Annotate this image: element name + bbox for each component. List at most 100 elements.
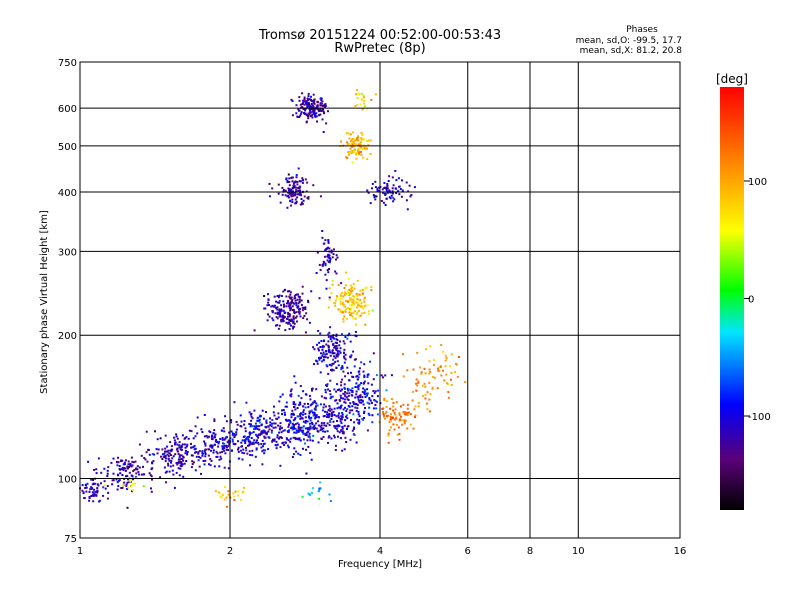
data-point bbox=[121, 486, 124, 489]
data-point bbox=[293, 184, 296, 187]
data-point bbox=[405, 413, 408, 416]
data-point bbox=[433, 376, 436, 379]
data-point bbox=[296, 306, 299, 309]
data-point bbox=[177, 462, 179, 465]
data-point bbox=[319, 481, 322, 484]
data-point bbox=[354, 139, 356, 142]
data-point bbox=[300, 299, 303, 302]
data-point bbox=[272, 411, 275, 414]
data-point bbox=[230, 419, 233, 422]
data-point bbox=[273, 414, 276, 417]
data-point bbox=[116, 473, 119, 476]
data-point bbox=[305, 472, 308, 475]
data-point bbox=[203, 435, 206, 438]
data-point bbox=[411, 399, 414, 402]
data-point bbox=[289, 291, 292, 294]
data-point bbox=[363, 105, 366, 108]
data-point bbox=[303, 103, 306, 106]
data-point bbox=[404, 419, 407, 422]
data-point bbox=[234, 490, 237, 493]
data-point bbox=[293, 308, 295, 311]
data-point bbox=[302, 413, 304, 416]
data-point bbox=[208, 430, 211, 433]
data-point bbox=[369, 360, 372, 363]
data-point bbox=[126, 506, 129, 509]
data-point bbox=[336, 256, 339, 259]
data-point bbox=[223, 442, 226, 445]
data-point bbox=[328, 424, 331, 427]
grid bbox=[80, 62, 680, 538]
y-tick-label: 200 bbox=[58, 331, 77, 342]
data-point bbox=[387, 180, 390, 182]
data-point bbox=[335, 333, 338, 336]
data-point bbox=[223, 438, 226, 441]
data-point bbox=[104, 487, 107, 490]
data-point bbox=[385, 406, 388, 408]
data-point bbox=[322, 406, 325, 409]
data-point bbox=[354, 403, 357, 406]
data-point bbox=[424, 372, 427, 375]
data-point bbox=[318, 297, 321, 300]
data-point bbox=[125, 484, 128, 487]
data-point bbox=[183, 462, 186, 465]
data-point bbox=[358, 151, 361, 154]
data-point bbox=[389, 416, 392, 419]
data-point bbox=[197, 459, 200, 462]
data-point bbox=[324, 410, 326, 413]
data-point bbox=[358, 373, 361, 376]
data-point bbox=[327, 333, 330, 336]
data-point bbox=[311, 423, 314, 425]
data-point bbox=[346, 337, 349, 340]
data-point bbox=[382, 411, 384, 413]
data-point bbox=[361, 396, 364, 399]
data-point bbox=[341, 427, 344, 430]
data-point bbox=[274, 422, 277, 425]
data-point bbox=[316, 120, 318, 123]
data-point bbox=[258, 418, 261, 421]
data-point bbox=[290, 395, 293, 398]
data-point bbox=[291, 198, 294, 201]
data-point bbox=[121, 459, 124, 462]
data-point bbox=[247, 440, 250, 443]
data-point bbox=[304, 421, 307, 424]
data-point bbox=[328, 493, 331, 496]
data-point bbox=[274, 312, 277, 315]
data-point bbox=[336, 355, 339, 358]
data-point bbox=[204, 459, 207, 462]
data-point bbox=[344, 310, 347, 313]
data-point bbox=[386, 184, 389, 187]
data-point bbox=[232, 442, 235, 445]
data-point bbox=[191, 460, 194, 463]
data-point bbox=[297, 108, 300, 111]
data-point bbox=[338, 350, 341, 353]
y-tick-label: 500 bbox=[58, 142, 77, 153]
data-point bbox=[308, 416, 310, 419]
data-point bbox=[282, 300, 285, 303]
data-point bbox=[356, 89, 359, 92]
data-point bbox=[285, 405, 288, 408]
data-point bbox=[406, 403, 409, 406]
data-point bbox=[337, 353, 339, 356]
data-point bbox=[366, 373, 369, 376]
data-point bbox=[278, 294, 281, 297]
data-point bbox=[298, 404, 301, 406]
data-point bbox=[270, 425, 273, 428]
data-point bbox=[215, 455, 218, 458]
data-point bbox=[341, 449, 344, 452]
data-point bbox=[151, 478, 153, 481]
data-point bbox=[351, 301, 354, 304]
data-point bbox=[293, 310, 296, 313]
data-point bbox=[351, 315, 354, 318]
data-point bbox=[397, 177, 400, 180]
data-point bbox=[296, 422, 299, 425]
data-point bbox=[310, 491, 313, 494]
data-point bbox=[400, 195, 403, 198]
data-point bbox=[309, 439, 312, 442]
data-point bbox=[366, 108, 369, 111]
data-point bbox=[391, 190, 394, 193]
data-point bbox=[297, 452, 300, 455]
data-point bbox=[341, 378, 344, 381]
data-point bbox=[363, 392, 366, 394]
data-point bbox=[294, 436, 297, 439]
data-point bbox=[180, 465, 183, 468]
